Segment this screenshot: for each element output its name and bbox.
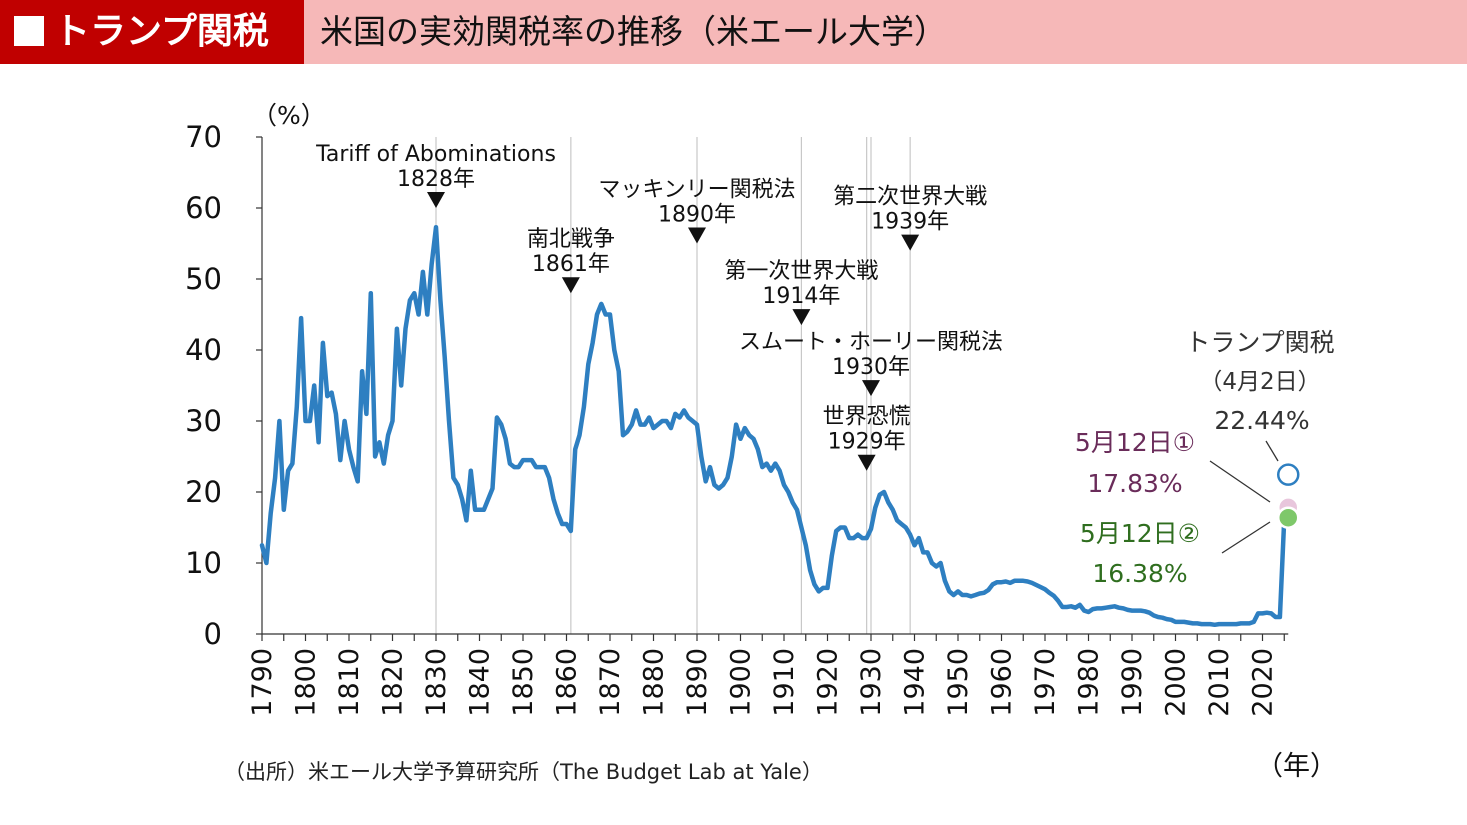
annotation-arrow-icon (901, 234, 920, 251)
y-tick-label: 60 (185, 191, 222, 225)
rate-marker (1277, 506, 1300, 529)
y-tick-label: 10 (185, 546, 222, 580)
x-tick-label: 1920 (813, 648, 844, 717)
annotation-label: 1890年 (658, 203, 736, 228)
x-tick-label: 1810 (334, 648, 365, 717)
annotation-label: 1930年 (832, 355, 910, 380)
x-tick-label: 1950 (943, 648, 974, 717)
annotation-label: 1939年 (871, 210, 949, 235)
annotation-label: 1914年 (762, 284, 840, 309)
annotation-arrow-icon (688, 227, 706, 244)
highlight-label: （4月2日） (1199, 369, 1320, 395)
leader-line (1209, 460, 1271, 503)
rate-marker (1277, 463, 1300, 486)
leader-line (1221, 521, 1271, 554)
annotation-label: スムート・ホーリー関税法 (739, 330, 1003, 355)
source-note: （出所）米エール大学予算研究所（The Budget Lab at Yale） (224, 760, 823, 784)
annotation-arrow-icon (427, 192, 445, 208)
annotation-label: 世界恐慌 (823, 405, 911, 430)
x-tick-label: 2010 (1204, 648, 1235, 717)
x-tick-label: 1900 (726, 648, 757, 717)
leader-line (1265, 440, 1279, 462)
annotation-label: 1828年 (397, 167, 475, 192)
page-title: 米国の実効関税率の推移（米エール大学） (320, 12, 947, 51)
annotation-label: マッキンリー関税法 (598, 178, 795, 203)
x-tick-label: 1890 (682, 648, 713, 717)
x-tick-label: 2000 (1161, 648, 1192, 717)
x-tick-label: 1940 (900, 648, 931, 717)
x-tick-label: 1930 (856, 648, 887, 717)
x-tick-label: 1990 (1117, 648, 1148, 717)
annotation-label: 1929年 (828, 430, 906, 455)
y-tick-label: 30 (185, 404, 222, 438)
square-icon (14, 16, 44, 46)
x-tick-label: 1910 (769, 648, 800, 717)
annotation-label: Tariff of Abominations (315, 142, 556, 167)
x-tick-label: 1870 (595, 648, 626, 717)
annotation-arrow-icon (561, 277, 580, 294)
highlight-value: 17.83% (1087, 469, 1182, 498)
x-tick-label: 1800 (291, 648, 322, 717)
x-tick-label: 1830 (421, 648, 452, 717)
highlight-value: 22.44% (1214, 406, 1309, 435)
x-tick-label: 1850 (508, 648, 539, 717)
tariff-rate-line (259, 224, 1287, 628)
x-tick-label: 1880 (639, 648, 670, 717)
annotation-arrow-icon (857, 454, 876, 471)
x-tick-label: 1970 (1030, 648, 1061, 717)
annotation-label: 1861年 (532, 252, 610, 277)
x-tick-label: 2020 (1248, 648, 1279, 717)
header-tag-label: トランプ関税 (54, 11, 269, 52)
header-bar: トランプ関税 米国の実効関税率の推移（米エール大学） (0, 0, 1467, 64)
y-tick-label: 70 (185, 120, 222, 154)
y-tick-label: 40 (185, 333, 222, 367)
annotation-label: 第一次世界大戦 (724, 259, 878, 284)
annotation-label: 南北戦争 (527, 227, 615, 252)
y-axis-unit: （%） (252, 101, 326, 130)
x-axis-unit: （年） (1256, 751, 1337, 782)
highlight-label: 5月12日② (1080, 519, 1200, 548)
x-tick-label: 1840 (465, 648, 496, 717)
y-tick-label: 20 (185, 475, 222, 509)
annotation-label: 第二次世界大戦 (833, 185, 987, 210)
y-tick-label: 0 (204, 617, 222, 651)
highlight-label: トランプ関税 (1185, 328, 1334, 357)
x-tick-label: 1980 (1074, 648, 1105, 717)
x-tick-label: 1960 (987, 648, 1018, 717)
y-tick-label: 50 (185, 262, 222, 296)
annotation-arrow-icon (792, 309, 811, 326)
header-tag: トランプ関税 (0, 0, 304, 64)
highlight-value: 16.38% (1092, 559, 1187, 588)
annotation-arrow-icon (862, 380, 880, 397)
x-tick-label: 1790 (247, 648, 278, 717)
x-tick-label: 1820 (378, 648, 409, 717)
highlight-label: 5月12日① (1075, 428, 1195, 457)
x-tick-label: 1860 (552, 648, 583, 717)
